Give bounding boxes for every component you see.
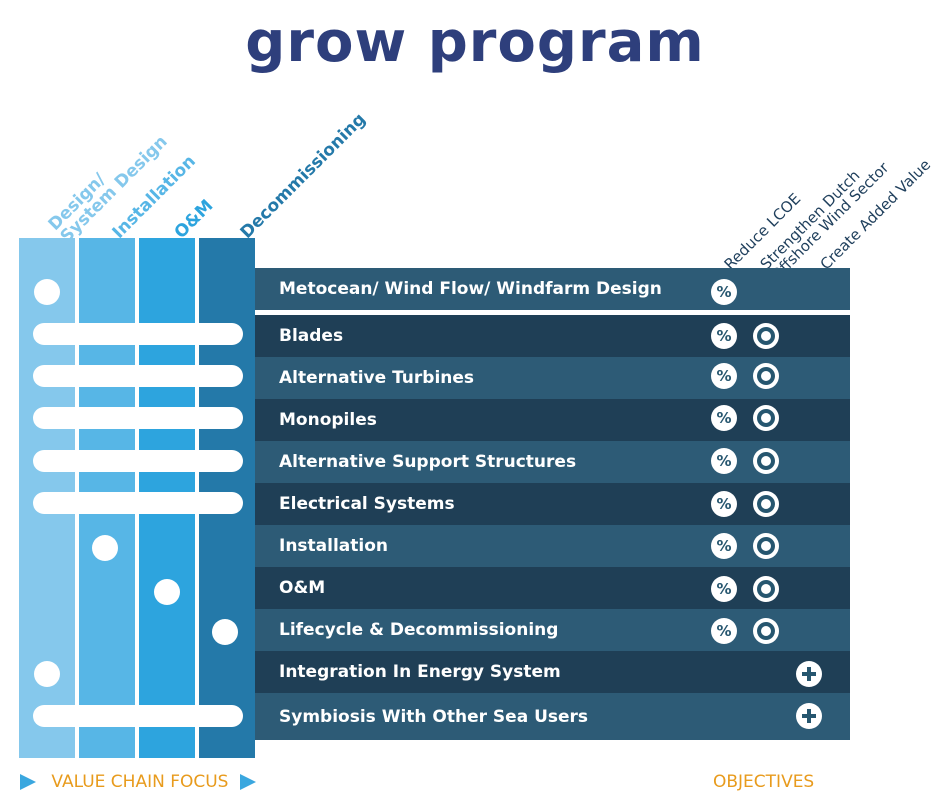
plus-icon <box>796 703 822 729</box>
focus-bar <box>33 492 243 514</box>
percent-icon: % <box>711 533 737 559</box>
ring-icon <box>753 491 779 517</box>
table-row: Blades <box>255 315 850 357</box>
row-label: Alternative Support Structures <box>279 452 577 472</box>
row-label: Alternative Turbines <box>279 368 475 388</box>
focus-dot <box>92 535 118 561</box>
row-label: Symbiosis With Other Sea Users <box>279 706 589 727</box>
table-row: Integration In Energy System <box>255 651 850 693</box>
stage-label-om: O&M <box>170 195 218 243</box>
value-chain-focus-label: VALUE CHAIN FOCUS <box>20 772 256 792</box>
ring-icon <box>753 576 779 602</box>
ring-icon <box>753 448 779 474</box>
ring-icon <box>753 405 779 431</box>
focus-dot <box>154 579 180 605</box>
row-label: O&M <box>279 578 326 598</box>
percent-icon: % <box>711 576 737 602</box>
objectives-label: OBJECTIVES <box>713 772 815 792</box>
ring-icon <box>753 363 779 389</box>
table-row: O&M <box>255 567 850 609</box>
row-label: Blades <box>279 326 344 346</box>
table-row: Metocean/ Wind Flow/ Windfarm Design <box>255 268 850 310</box>
percent-icon: % <box>711 279 737 305</box>
table-row: Alternative Support Structures <box>255 441 850 483</box>
page-title: grow program <box>245 10 705 75</box>
focus-bar <box>33 323 243 345</box>
plus-icon <box>796 661 822 687</box>
table-row: Installation <box>255 525 850 567</box>
table-row: Electrical Systems <box>255 483 850 525</box>
percent-icon: % <box>711 405 737 431</box>
focus-dot <box>34 279 60 305</box>
table-row: Monopiles <box>255 399 850 441</box>
arrow-right-icon <box>239 774 256 790</box>
focus-bar <box>33 407 243 429</box>
program-table: Metocean/ Wind Flow/ Windfarm Design Bla… <box>255 268 850 740</box>
table-row: Symbiosis With Other Sea Users <box>255 693 850 740</box>
arrow-right-icon <box>20 774 36 790</box>
focus-bar <box>33 705 243 727</box>
row-label: Installation <box>279 536 389 556</box>
row-label: Lifecycle & Decommissioning <box>279 620 559 640</box>
row-label: Electrical Systems <box>279 494 455 514</box>
percent-icon: % <box>711 618 737 644</box>
percent-icon: % <box>711 491 737 517</box>
ring-icon <box>753 323 779 349</box>
row-label: Monopiles <box>279 410 377 430</box>
focus-bar <box>33 450 243 472</box>
row-label: Integration In Energy System <box>279 662 561 682</box>
percent-icon: % <box>711 323 737 349</box>
percent-icon: % <box>711 363 737 389</box>
focus-dot <box>212 619 238 645</box>
ring-icon <box>753 533 779 559</box>
row-label: Metocean/ Wind Flow/ Windfarm Design <box>279 279 662 299</box>
focus-bar <box>33 365 243 387</box>
table-row: Alternative Turbines <box>255 357 850 399</box>
table-row: Lifecycle & Decommissioning <box>255 609 850 651</box>
stage-label-decommissioning: Decommissioning <box>236 109 370 243</box>
focus-dot <box>34 661 60 687</box>
percent-icon: % <box>711 448 737 474</box>
ring-icon <box>753 618 779 644</box>
